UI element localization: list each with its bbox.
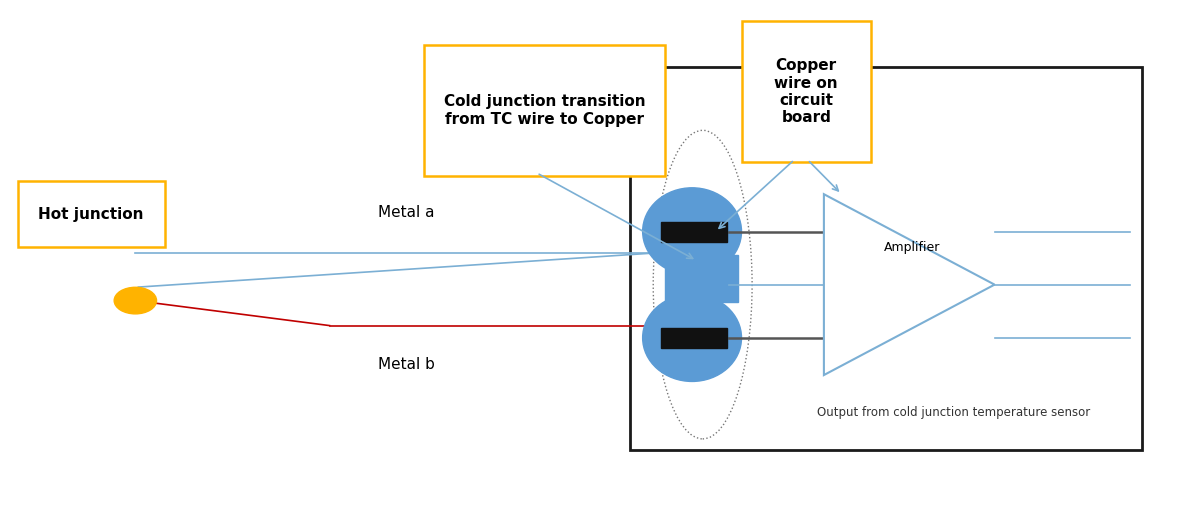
Text: Copper
wire on
circuit
board: Copper wire on circuit board — [774, 58, 838, 126]
Text: Metal a: Metal a — [378, 205, 434, 220]
Ellipse shape — [114, 287, 157, 314]
Polygon shape — [824, 194, 995, 375]
FancyBboxPatch shape — [18, 181, 165, 247]
Text: Cold junction transition
from TC wire to Copper: Cold junction transition from TC wire to… — [444, 94, 645, 127]
FancyBboxPatch shape — [742, 21, 871, 162]
Text: Output from cold junction temperature sensor: Output from cold junction temperature se… — [817, 406, 1090, 419]
Bar — [630, 66, 1142, 450]
Bar — [661, 222, 727, 242]
Ellipse shape — [643, 188, 742, 275]
Ellipse shape — [643, 294, 742, 381]
Text: Metal b: Metal b — [378, 357, 434, 372]
FancyBboxPatch shape — [424, 45, 665, 176]
Text: Amplifier: Amplifier — [884, 241, 940, 254]
Bar — [665, 255, 738, 302]
Text: Hot junction: Hot junction — [39, 206, 144, 222]
Bar — [661, 328, 727, 348]
